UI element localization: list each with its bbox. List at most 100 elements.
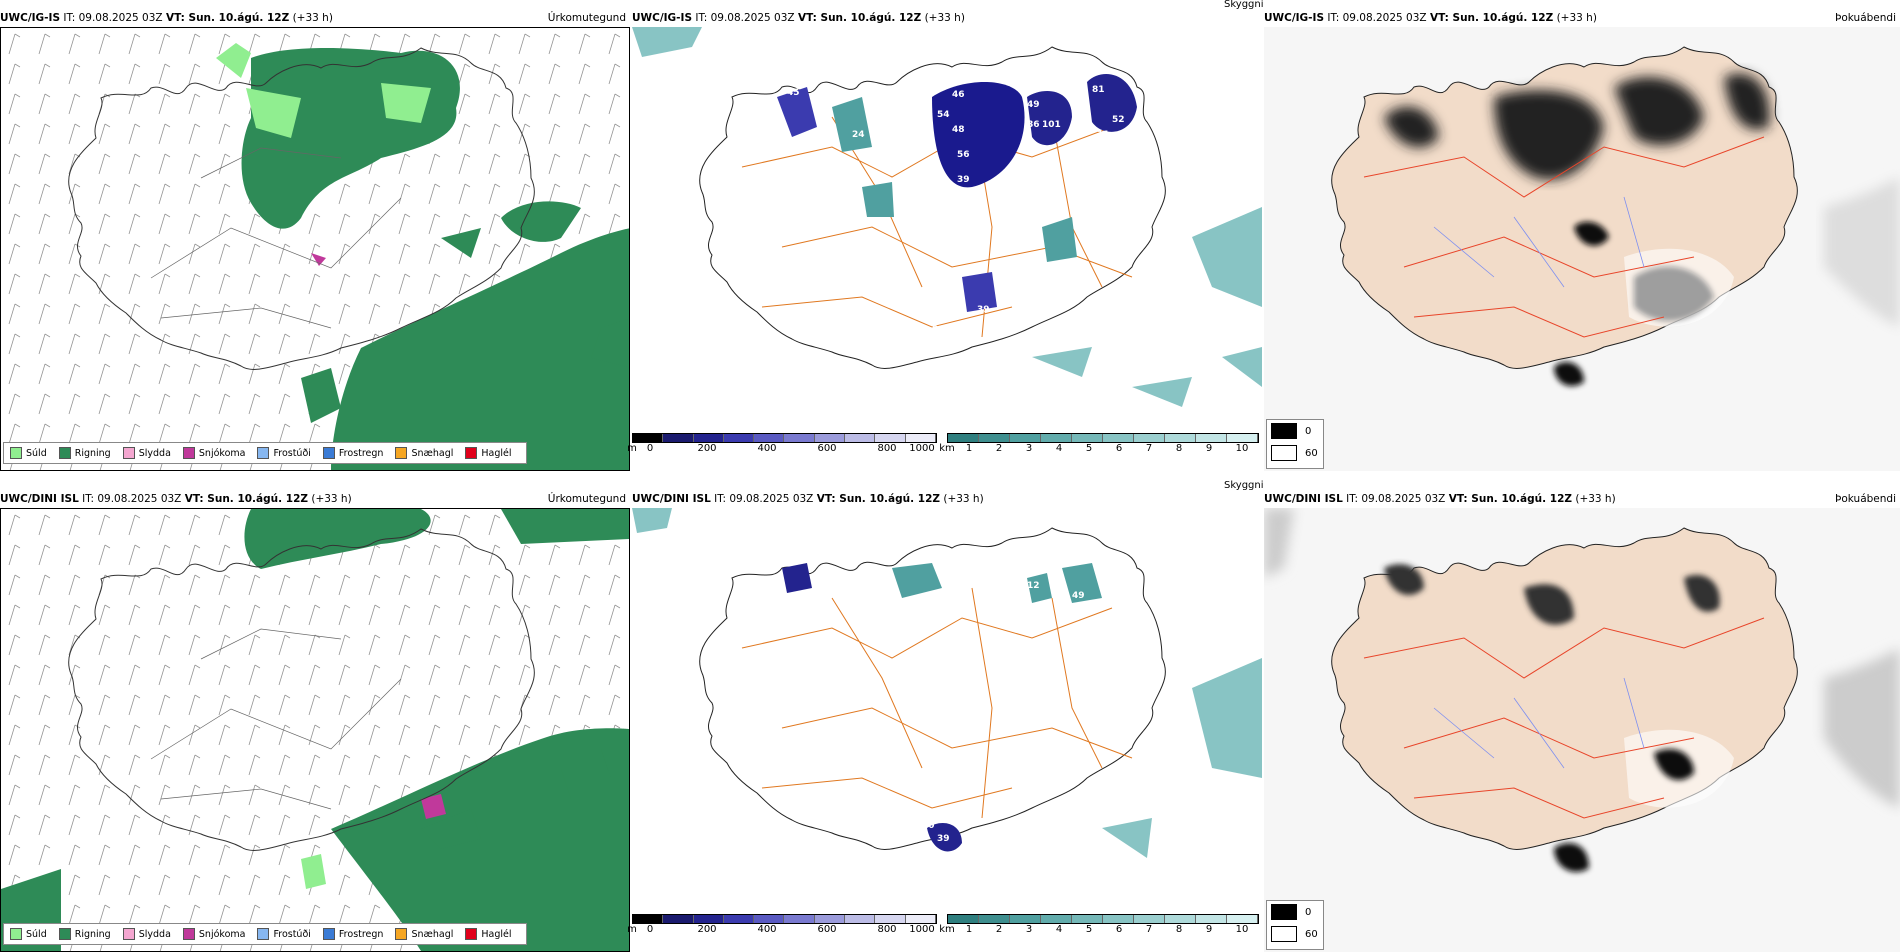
model-name: UWC/DINI ISL xyxy=(0,493,79,505)
valid-time: VT: Sun. 10.ágú. 12Z xyxy=(1429,12,1554,24)
panel-header: UWC/DINI ISL IT: 09.08.2025 03Z VT: Sun.… xyxy=(0,490,630,508)
panel-header: UWC/DINI ISL IT: 09.08.2025 03Z VT: Sun.… xyxy=(1264,490,1900,508)
field-name: Úrkomutegund xyxy=(547,493,626,505)
model-name: UWC/IG-IS xyxy=(632,12,693,24)
scale-step xyxy=(875,915,906,923)
scale-step xyxy=(1103,915,1134,923)
visibility-label: 39 xyxy=(977,305,990,315)
init-time: IT: 09.08.2025 03Z xyxy=(695,12,795,24)
init-time: IT: 09.08.2025 03Z xyxy=(714,493,814,505)
scale-step xyxy=(1041,915,1072,923)
legend-swatch xyxy=(465,447,478,459)
legend-item: Haglél xyxy=(465,928,512,940)
lead-time: (+33 h) xyxy=(1556,12,1597,24)
lead-time: (+33 h) xyxy=(1575,493,1616,505)
legend-item: Frostregn xyxy=(322,447,383,459)
fog-legend: 0 60 xyxy=(1266,419,1324,469)
panel-header: UWC/IG-IS IT: 09.08.2025 03Z VT: Sun. 10… xyxy=(1264,9,1900,27)
scale-step xyxy=(1196,915,1227,923)
scale-step xyxy=(1134,915,1165,923)
model-name: UWC/IG-IS xyxy=(0,12,61,24)
scale-step xyxy=(784,434,815,442)
visibility-label: 52 xyxy=(932,170,945,180)
scale-step xyxy=(1134,434,1165,442)
scale-step xyxy=(1072,915,1103,923)
fog-map: 0 60 xyxy=(1264,508,1900,952)
legend-swatch xyxy=(257,447,270,459)
panel-visibility-bottom: UWC/DINI ISL IT: 09.08.2025 03Z VT: Sun.… xyxy=(627,480,1264,952)
scale-step xyxy=(979,915,1010,923)
visibility-label: 24 xyxy=(852,130,865,140)
precip-map: Súld Rigning Slydda Snjókoma Frostúði Fr… xyxy=(0,27,630,471)
scale-step xyxy=(1010,434,1041,442)
visibility-map: 12 49 39 40 xyxy=(632,508,1262,952)
valid-time: VT: Sun. 10.ágú. 12Z xyxy=(797,12,922,24)
scale-step xyxy=(633,434,664,442)
legend-swatch xyxy=(322,447,335,459)
legend-swatch xyxy=(182,928,195,940)
visibility-label: 49 xyxy=(1027,100,1040,110)
field-name: Skyggni xyxy=(1224,0,1264,10)
visibility-label: 49 xyxy=(1072,591,1085,601)
legend-swatch xyxy=(182,447,195,459)
visibility-label: 68 xyxy=(922,140,935,150)
legend-swatch xyxy=(58,928,71,940)
visibility-label: 52 xyxy=(1112,115,1125,125)
panel-precip-type-bottom: UWC/DINI ISL IT: 09.08.2025 03Z VT: Sun.… xyxy=(0,490,630,952)
model-name: UWC/DINI ISL xyxy=(632,493,711,505)
visibility-label: 11 xyxy=(1097,130,1110,140)
scale-step xyxy=(948,915,979,923)
lead-time: (+33 h) xyxy=(924,12,965,24)
visibility-label: 101 xyxy=(1042,120,1061,130)
visibility-scale-m: m 0 200 400 600 800 1000 xyxy=(627,433,937,455)
scale-step xyxy=(1072,434,1103,442)
visibility-label: 22 xyxy=(962,320,975,330)
visibility-scale-km: km 1 2 3 4 5 6 7 8 9 10 xyxy=(939,914,1259,936)
scale-step xyxy=(845,434,876,442)
scale-step xyxy=(723,915,755,923)
legend-item: Haglél xyxy=(465,447,512,459)
legend-item: Snjókoma xyxy=(182,928,245,940)
legend-swatch xyxy=(122,447,135,459)
visibility-label: 86 xyxy=(1027,120,1040,130)
legend-item: Frostúði xyxy=(257,928,311,940)
legend-swatch xyxy=(122,928,135,940)
visibility-label: 59 xyxy=(1042,280,1055,290)
scale-step xyxy=(784,915,815,923)
legend-item: Snæhagl xyxy=(395,447,453,459)
lead-time: (+33 h) xyxy=(311,493,352,505)
scale-step xyxy=(814,434,846,442)
legend-swatch xyxy=(395,928,408,940)
panel-fog-top: UWC/IG-IS IT: 09.08.2025 03Z VT: Sun. 10… xyxy=(1264,9,1900,471)
visibility-label: 39 xyxy=(957,175,970,185)
field-name: Þokuábendi xyxy=(1835,493,1896,505)
legend-swatch xyxy=(465,928,478,940)
scale-step xyxy=(633,915,664,923)
legend-item: Frostregn xyxy=(322,928,383,940)
legend-swatch xyxy=(10,928,22,940)
scale-step xyxy=(1041,434,1072,442)
fog-legend: 0 60 xyxy=(1266,900,1324,950)
lead-time: (+33 h) xyxy=(292,12,333,24)
scale-step xyxy=(754,915,785,923)
scale-step xyxy=(1103,434,1134,442)
legend-swatch xyxy=(322,928,335,940)
field-name: Úrkomutegund xyxy=(547,12,626,24)
scale-step xyxy=(1165,434,1196,442)
scale-step xyxy=(754,434,785,442)
scale-step xyxy=(1227,434,1258,442)
panel-visibility-top: UWC/IG-IS IT: 09.08.2025 03Z VT: Sun. 10… xyxy=(627,0,1264,471)
scale-step xyxy=(905,915,936,923)
field-name: Skyggni xyxy=(1224,480,1264,491)
valid-time: VT: Sun. 10.ágú. 12Z xyxy=(1448,493,1572,505)
legend-item: Rigning xyxy=(58,928,111,940)
visibility-label: 40 xyxy=(922,310,935,320)
model-name: UWC/IG-IS xyxy=(1264,12,1325,24)
valid-time: VT: Sun. 10.ágú. 12Z xyxy=(165,12,290,24)
visibility-label: 12 xyxy=(1027,581,1040,591)
visibility-label: 54 xyxy=(937,110,950,120)
init-time: IT: 09.08.2025 03Z xyxy=(82,493,182,505)
scale-step xyxy=(875,434,906,442)
